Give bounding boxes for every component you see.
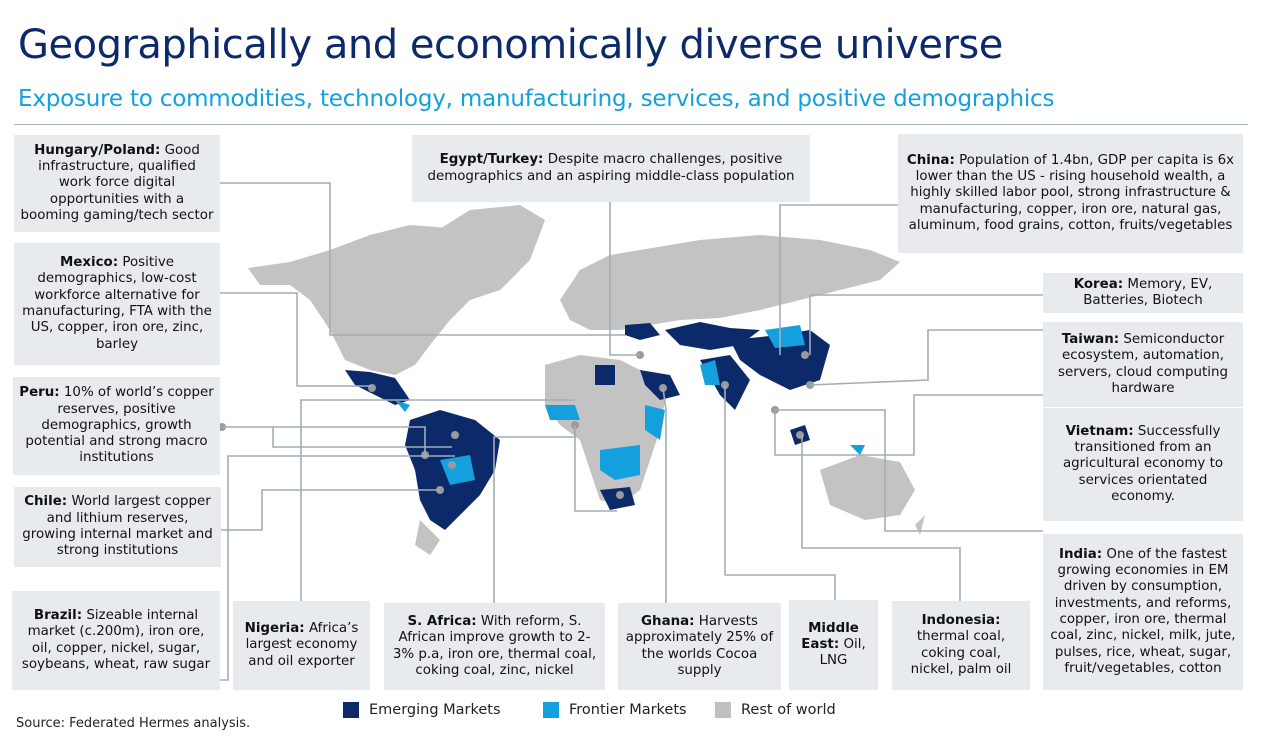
- callout-label: S. Africa:: [407, 613, 477, 629]
- callout-text: Population of 1.4bn, GDP per capita is 6…: [908, 152, 1235, 233]
- callout-hungary-poland: Hungary/Poland: Good infrastructure, qua…: [14, 135, 220, 232]
- callout-label: Egypt/Turkey:: [439, 152, 544, 168]
- legend-label: Emerging Markets: [369, 702, 501, 718]
- callout-label: Chile:: [24, 494, 68, 510]
- callout-india: India: One of the fastest growing econom…: [1043, 534, 1243, 690]
- callout-s-africa: S. Africa: With reform, S. African impro…: [384, 603, 605, 690]
- callout-middle-east: Middle East: Oil, LNG: [789, 600, 878, 690]
- emerging-swatch: [343, 702, 359, 718]
- callout-text: Harvests approximately 25% of the worlds…: [625, 613, 774, 678]
- callout-label: Ghana:: [641, 613, 695, 629]
- callout-egypt-turkey: Egypt/Turkey: Despite macro challenges, …: [412, 135, 810, 202]
- callout-text: 10% of world’s copper reserves, positive…: [25, 385, 214, 466]
- legend-rest: Rest of world: [715, 702, 836, 718]
- callout-text: Positive demographics, low-cost workforc…: [22, 255, 212, 352]
- rest-of-world-landmass: [248, 205, 925, 555]
- connector-lines: [220, 182, 1043, 681]
- legend-frontier: Frontier Markets: [543, 702, 687, 718]
- callout-text: Memory, EV, Batteries, Biotech: [1083, 276, 1213, 308]
- callout-text: Sizeable internal market (c.200m), iron …: [21, 607, 211, 672]
- callout-chile: Chile: World largest copper and lithium …: [14, 487, 221, 567]
- callout-label: Middle East:: [801, 620, 859, 652]
- callout-label: Indonesia:: [921, 612, 1001, 628]
- callout-label: China:: [906, 152, 955, 168]
- source-note: Source: Federated Hermes analysis.: [16, 716, 251, 731]
- callout-taiwan: Taiwan: Semiconductor ecosystem, automat…: [1043, 322, 1243, 407]
- callout-label: Nigeria:: [244, 621, 305, 637]
- callout-text: Despite macro challenges, positive demog…: [427, 152, 795, 184]
- rest-swatch: [715, 702, 731, 718]
- header-divider: [14, 124, 1248, 125]
- page-subtitle: Exposure to commodities, technology, man…: [18, 86, 1055, 112]
- callout-indonesia: Indonesia: thermal coal, coking coal, ni…: [892, 601, 1030, 690]
- callout-text: Good infrastructure, qualified work forc…: [20, 142, 214, 223]
- callout-peru: Peru: 10% of world’s copper reserves, po…: [13, 377, 220, 475]
- callout-vietnam: Vietnam: Successfully transitioned from …: [1043, 408, 1243, 521]
- callout-mexico: Mexico: Positive demographics, low-cost …: [14, 243, 220, 365]
- callout-korea: Korea: Memory, EV, Batteries, Biotech: [1043, 273, 1243, 313]
- callout-label: Vietnam:: [1065, 423, 1134, 439]
- callout-text: Semiconductor ecosystem, automation, ser…: [1058, 331, 1228, 396]
- callout-label: Taiwan:: [1061, 331, 1120, 347]
- callout-text: Africa’s largest economy and oil exporte…: [245, 621, 359, 669]
- page-title: Geographically and economically diverse …: [18, 22, 1003, 68]
- callout-label: Brazil:: [33, 607, 83, 623]
- legend-label: Rest of world: [741, 702, 836, 718]
- legend-label: Frontier Markets: [569, 702, 687, 718]
- callout-label: Hungary/Poland:: [34, 142, 161, 158]
- callout-text: Successfully transitioned from an agricu…: [1062, 423, 1224, 504]
- callout-text: With reform, S. African improve growth t…: [392, 613, 597, 678]
- frontier-swatch: [543, 702, 559, 718]
- callout-nigeria: Nigeria: Africa’s largest economy and oi…: [233, 601, 370, 690]
- callout-text: thermal coal, coking coal, nickel, palm …: [910, 629, 1012, 677]
- callout-china: China: Population of 1.4bn, GDP per capi…: [898, 134, 1243, 253]
- callout-text: One of the fastest growing economies in …: [1050, 546, 1236, 676]
- callout-text: World largest copper and lithium reserve…: [22, 494, 213, 559]
- legend-emerging: Emerging Markets: [343, 702, 501, 718]
- callout-label: Mexico:: [59, 255, 119, 271]
- callout-text: Oil, LNG: [819, 636, 866, 669]
- callout-ghana: Ghana: Harvests approximately 25% of the…: [618, 603, 781, 690]
- callout-brazil: Brazil: Sizeable internal market (c.200m…: [12, 591, 220, 690]
- callout-label: India:: [1059, 546, 1103, 562]
- callout-label: Korea:: [1073, 276, 1124, 292]
- callout-label: Peru:: [19, 385, 60, 401]
- frontier-markets-regions: [395, 325, 865, 485]
